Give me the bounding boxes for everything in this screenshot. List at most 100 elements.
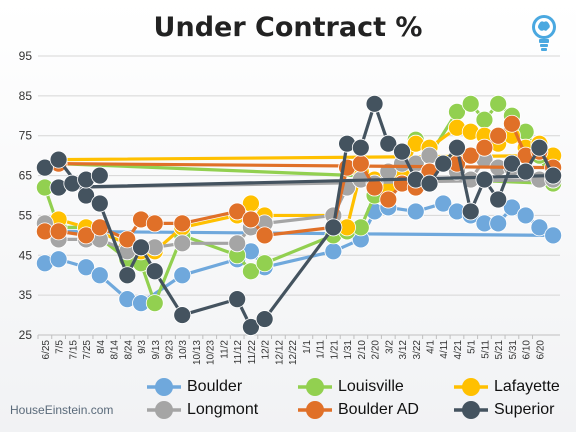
data-point [49,250,68,269]
data-point [379,190,398,209]
x-tick-label: 12/22 [288,340,299,365]
x-tick-label: 7/5 [55,340,66,354]
x-tick-label: 8/14 [110,340,121,360]
legend-marker [454,401,488,419]
chart-title: Under Contract % [153,12,423,43]
legend-label: Lafayette [494,378,560,395]
legend-marker [298,401,332,419]
x-tick-label: 5/21 [494,340,505,360]
data-point [544,166,563,185]
data-point [420,174,439,193]
data-point [434,194,453,213]
data-point [173,266,192,285]
x-tick-label: 8/24 [123,340,134,360]
data-point [255,254,274,273]
data-point [544,226,563,245]
data-point [516,206,535,225]
x-tick-label: 4/1 [426,340,437,354]
legend-marker [147,401,181,419]
x-tick-label: 1/11 [316,340,327,359]
series-line-boulder-ad [44,122,555,241]
data-point [242,318,260,336]
data-point [351,138,370,157]
y-tick-label: 35 [19,288,33,302]
data-point [228,202,247,221]
legend-label: Superior [494,401,555,418]
data-point [35,158,54,177]
data-point [90,266,109,285]
data-point [324,242,343,261]
data-point [503,198,521,217]
data-point [77,258,95,277]
data-point [77,226,95,245]
legend-label: Boulder [187,378,243,395]
data-point [49,222,68,241]
x-tick-label: 4/21 [453,340,464,360]
data-point [448,138,466,157]
x-tick-label: 3/2 [384,340,395,354]
data-point [118,230,137,249]
legend-marker [298,378,332,396]
x-tick-label: 7/15 [68,340,79,360]
data-point [173,214,192,233]
data-point [461,94,480,113]
data-point [489,94,508,113]
data-point [461,202,480,221]
y-tick-label: 25 [19,328,33,342]
data-point [516,162,535,181]
data-point [145,294,164,313]
x-tick-label: 12/2 [261,340,272,360]
data-point [434,154,453,173]
x-tick-label: 6/25 [41,340,52,360]
y-tick-label: 65 [19,169,33,183]
legend-label: Boulder AD [338,401,419,418]
y-tick-label: 95 [19,49,33,63]
data-point [475,110,494,129]
x-tick-label: 2/10 [357,340,368,360]
x-tick-label: 10/13 [192,340,203,365]
data-point [228,290,247,309]
x-tick-label: 8/4 [96,340,107,354]
data-point [530,218,549,237]
data-point [49,150,68,169]
x-tick-label: 1/1 [302,340,313,354]
data-point [324,218,343,237]
x-tick-label: 10/3 [178,340,189,360]
x-tick-label: 11/22 [247,340,258,365]
data-point [90,194,109,213]
x-tick-label: 9/13 [151,340,162,360]
data-point [530,138,549,157]
data-point [365,94,384,113]
x-tick-label: 7/25 [82,340,93,360]
data-point [351,154,370,173]
data-point [145,262,164,281]
legend-marker [454,378,488,396]
data-point [145,214,164,233]
data-point [242,210,260,229]
footer-site-name: HouseEinstein.com [10,403,114,417]
y-tick-label: 75 [19,129,33,143]
x-tick-label: 3/22 [412,340,423,360]
data-point [489,126,508,145]
x-tick-label: 5/1 [467,340,478,354]
legend-marker [147,378,181,396]
data-point [90,166,109,185]
data-point [489,214,508,233]
data-point [228,234,247,253]
data-point [255,226,274,245]
data-point [475,138,494,157]
legend-label: Longmont [187,401,259,418]
x-tick-label: 3/12 [398,340,409,360]
data-point [406,202,425,221]
lightbulb-brain-icon [532,15,556,51]
y-tick-label: 45 [19,248,33,262]
data-point [255,310,274,328]
x-tick-label: 9/3 [137,340,148,354]
data-point [503,154,521,173]
x-tick-label: 11/12 [233,340,244,365]
y-tick-label: 85 [19,89,33,103]
x-tick-label: 1/21 [329,340,340,360]
y-tick-label: 55 [19,208,33,222]
x-tick-label: 9/23 [165,340,176,360]
